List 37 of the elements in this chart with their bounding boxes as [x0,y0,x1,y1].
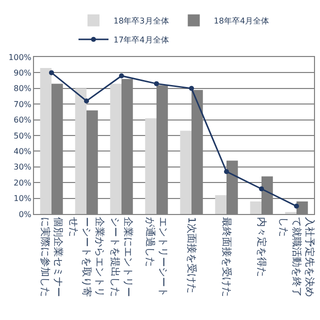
y-tick-label: 80% [14,84,32,94]
y-tick-label: 0% [18,210,32,219]
point [119,73,124,78]
legend-label: 17年卒4月全体 [114,35,169,44]
x-tick-label: 個別企業セミナーに実際に参加した [38,217,64,297]
y-tick-label: 40% [14,147,32,156]
point [84,98,89,104]
point [154,81,159,86]
bar [110,84,122,214]
bar [215,195,226,214]
y-tick-label: 10% [14,194,32,204]
y-tick-label: 30% [14,162,32,172]
y-tick-label: 60% [14,116,32,125]
legend-label: 18年卒3月全体 [114,16,169,26]
bar [250,201,262,214]
y-tick-label: 90% [14,68,32,78]
x-tick-label: 入社予定先を決めて就職活動を終了した [277,217,316,297]
y-tick-label: 20% [14,178,32,188]
bar [180,130,192,214]
bar [75,88,86,214]
point [259,186,264,192]
x-tick-label: 企業にエントリーシートを提出した [108,217,134,297]
bar [40,68,52,214]
legend-label: 18年卒4月全体 [214,16,270,26]
point [189,86,194,91]
x-tick-label: 内々定を得た [255,217,268,277]
point [294,204,299,209]
x-tick-label: 企業からエントリーシートを取り寄せた [67,217,106,297]
y-tick-label: 100% [8,52,32,62]
bar [145,118,156,214]
x-tick-label: 1次面接を受けた [185,217,198,294]
point [224,169,229,174]
x-tick-label: エントリーシートが通過した [144,217,168,297]
point [49,70,54,76]
x-tick-label: 最終面接を受けた [220,217,232,297]
y-tick-label: 70% [14,100,32,109]
y-tick-label: 50% [14,131,32,140]
